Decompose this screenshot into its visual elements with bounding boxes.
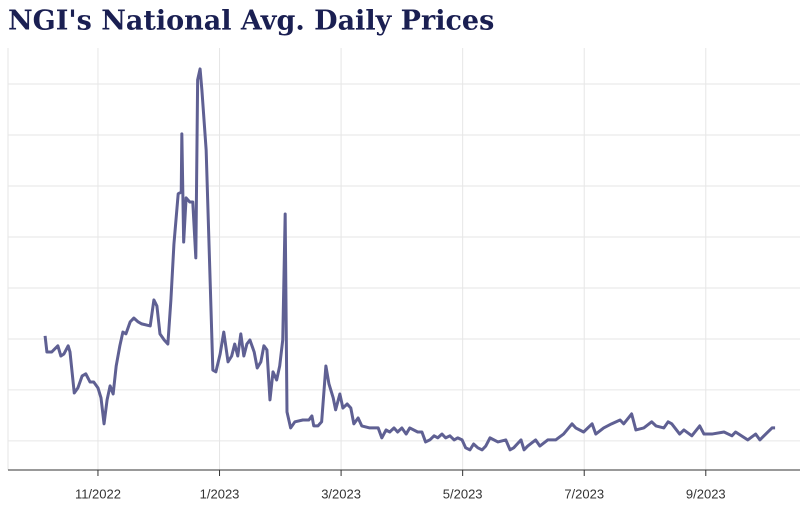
x-tick-label: 5/2023 (443, 486, 483, 501)
x-tick-label: 7/2023 (564, 486, 604, 501)
price-line (43, 67, 776, 452)
x-tick-label: 1/2023 (200, 486, 240, 501)
x-tick-label: 11/2022 (75, 486, 121, 501)
x-tick-label: 3/2023 (321, 486, 361, 501)
chart-title: NGI's National Avg. Daily Prices (8, 6, 494, 37)
x-tick-label: 9/2023 (686, 486, 726, 501)
